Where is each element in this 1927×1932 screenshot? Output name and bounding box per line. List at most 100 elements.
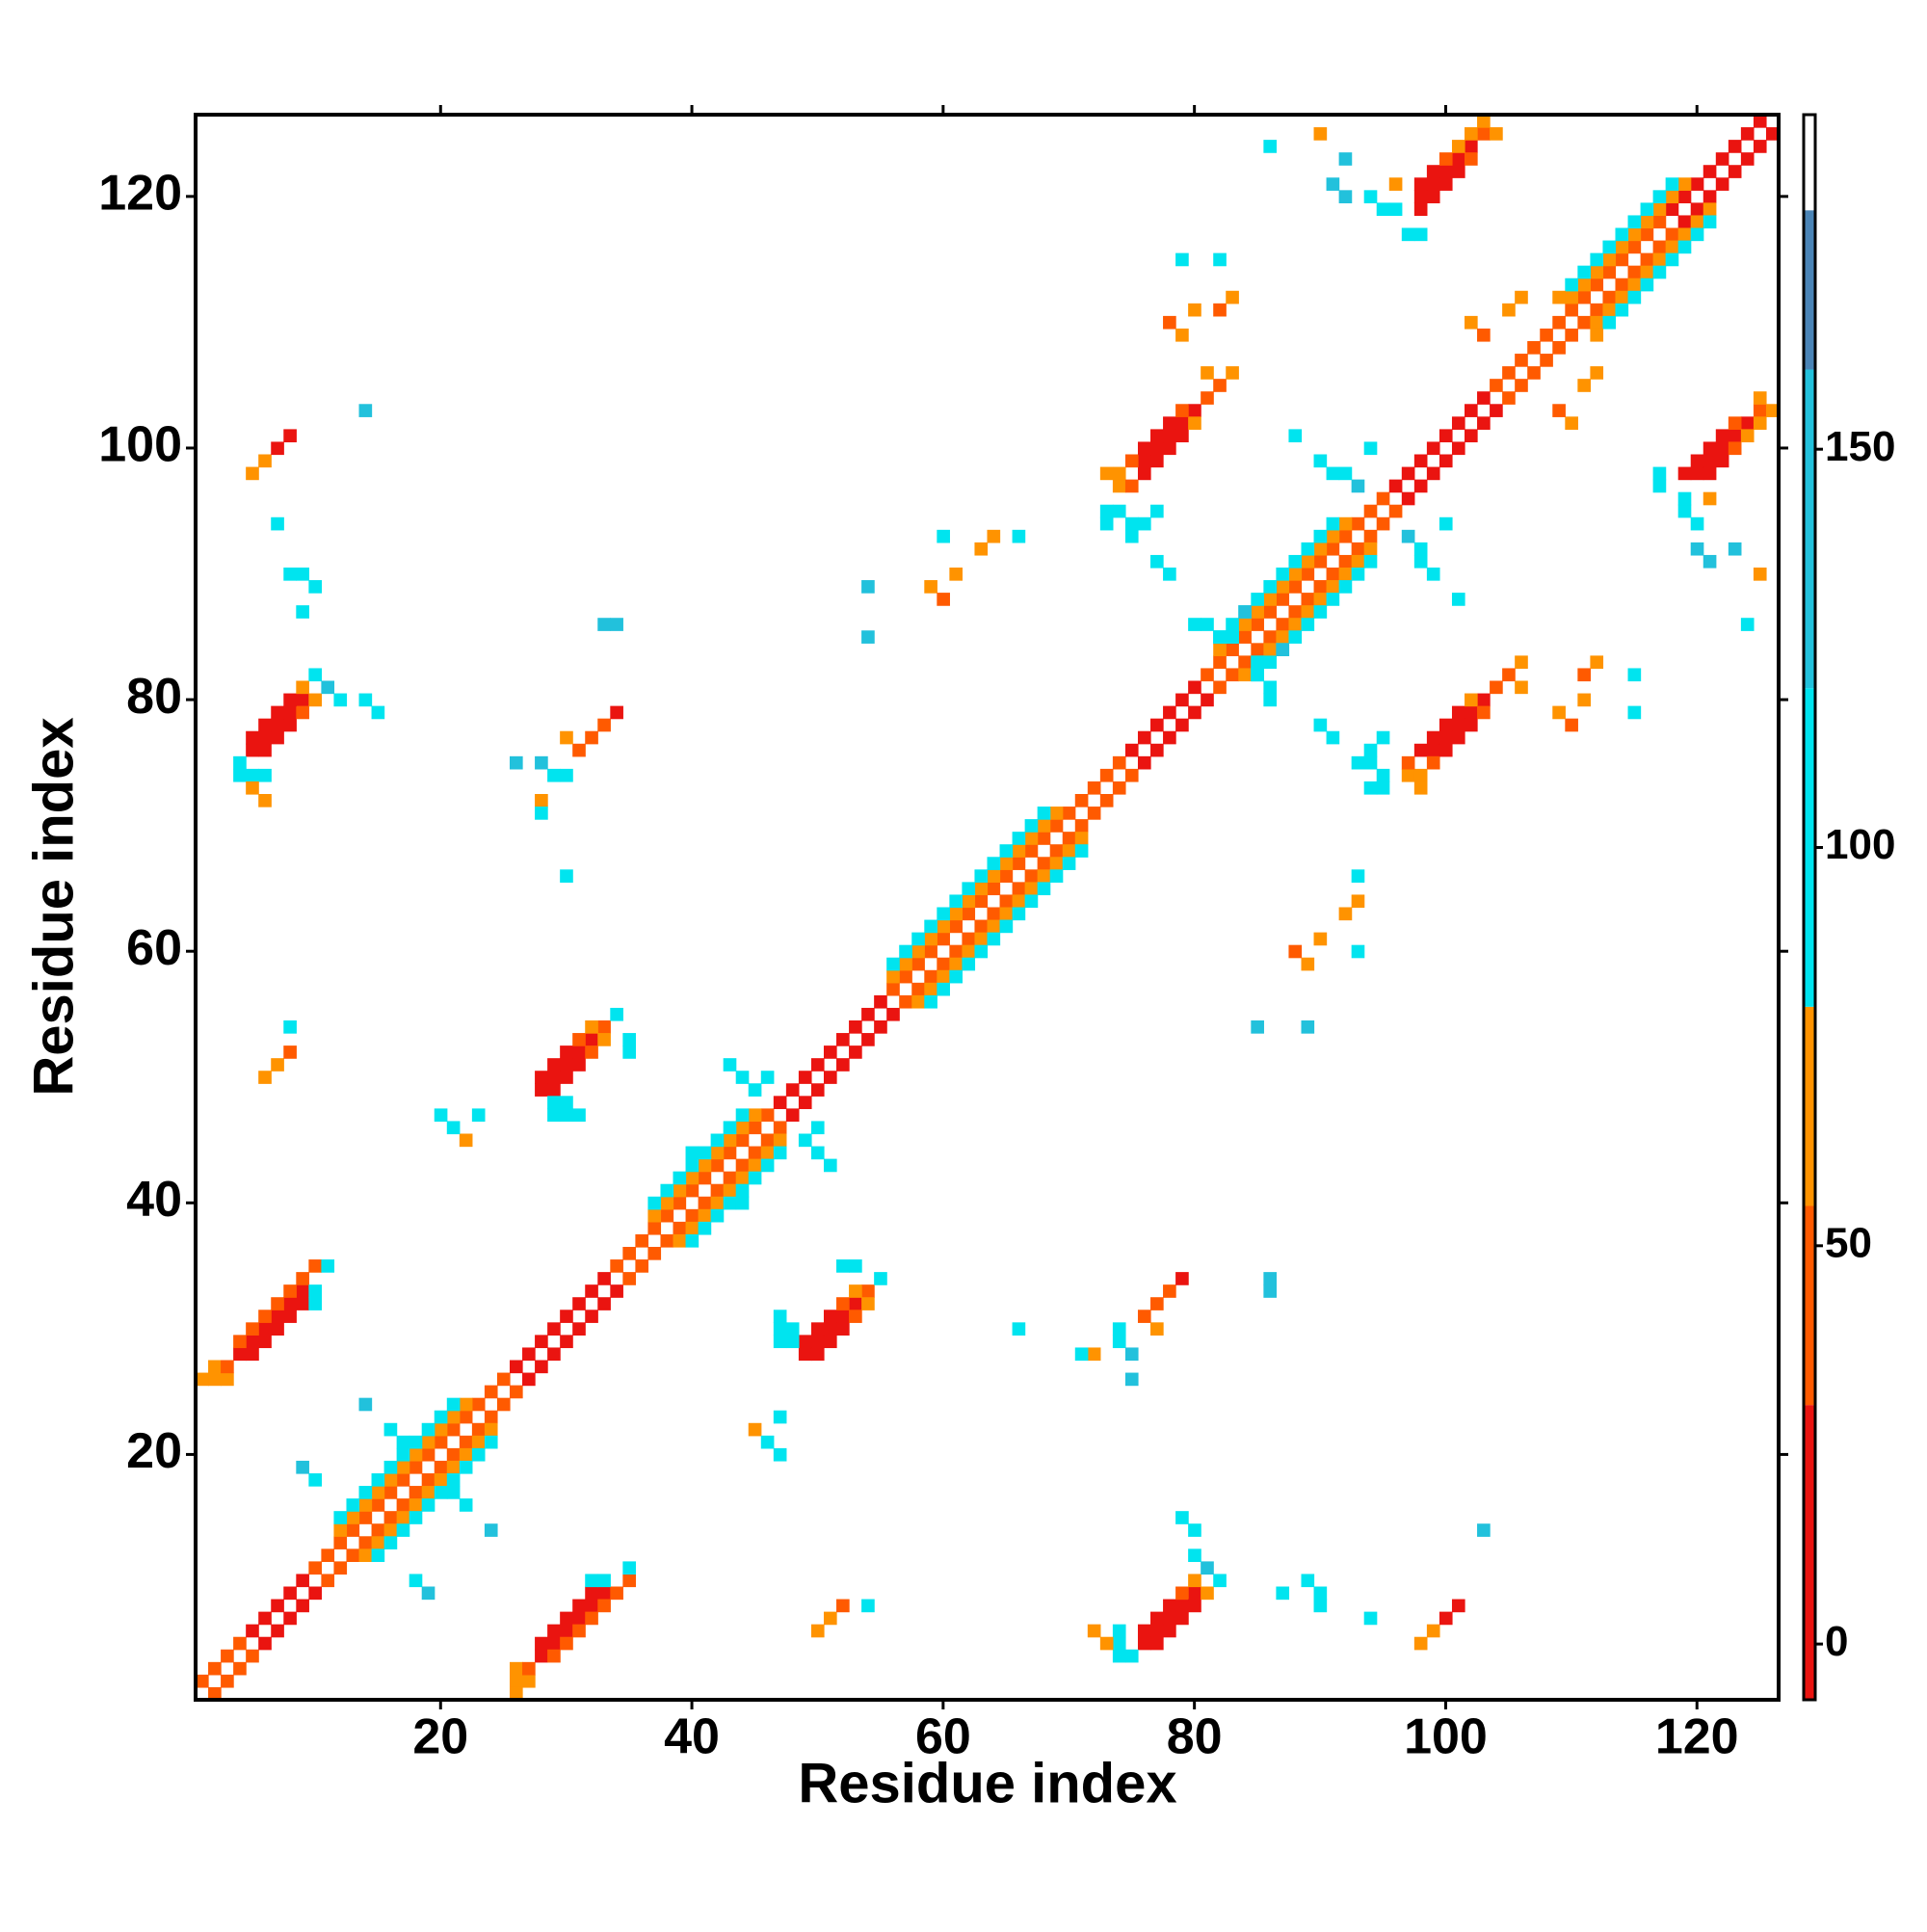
heatmap-cell [509, 1385, 523, 1399]
plot-frame [194, 113, 1781, 1702]
heatmap-cell [434, 1486, 448, 1499]
heatmap-cell [1313, 932, 1328, 946]
heatmap-cell [283, 568, 297, 581]
heatmap-cell [1338, 466, 1353, 481]
heatmap-cell [1740, 152, 1755, 166]
heatmap-cell [1401, 491, 1415, 506]
heatmap-cell [1137, 1624, 1151, 1638]
heatmap-cell [1565, 290, 1578, 304]
heatmap-cell [283, 1611, 297, 1626]
heatmap-cell [1677, 215, 1692, 229]
heatmap-cell [233, 755, 247, 770]
heatmap-cell [1313, 580, 1328, 594]
heatmap-cell [1163, 730, 1176, 745]
heatmap-cell [1577, 315, 1592, 330]
heatmap-cell [1615, 227, 1629, 242]
heatmap-cell [1465, 705, 1478, 720]
heatmap-cell [861, 1284, 875, 1298]
colorbar-segment [1804, 688, 1815, 1007]
heatmap-cell [748, 1083, 762, 1097]
heatmap-cell [861, 1297, 875, 1310]
x-tick-label: 120 [1655, 1709, 1739, 1765]
heatmap-cell [1238, 668, 1252, 682]
heatmap-cell [1363, 504, 1378, 518]
heatmap-cell [735, 1171, 750, 1185]
heatmap-cell [1338, 152, 1353, 166]
heatmap-cell [509, 1686, 523, 1701]
heatmap-cell [535, 794, 548, 807]
heatmap-cell [484, 1523, 498, 1537]
heatmap-cell [1740, 618, 1755, 631]
heatmap-cell [572, 1045, 586, 1059]
heatmap-cell [1465, 152, 1478, 166]
heatmap-cell [1251, 668, 1264, 682]
heatmap-cell [1137, 1310, 1151, 1323]
heatmap-cell [1703, 454, 1717, 468]
heatmap-cell [421, 1498, 436, 1512]
heatmap-cell [1477, 693, 1491, 707]
heatmap-cell [547, 1649, 561, 1663]
heatmap-cell [823, 1158, 837, 1173]
heatmap-cell [1188, 1523, 1201, 1537]
heatmap-cell [597, 1033, 611, 1046]
heatmap-cell [547, 1058, 561, 1072]
heatmap-cell [1665, 202, 1679, 217]
heatmap-cell [1515, 655, 1528, 670]
heatmap-cell [1602, 290, 1617, 304]
heatmap-cell [849, 1310, 862, 1323]
heatmap-cell [886, 957, 900, 971]
heatmap-cell [296, 1574, 309, 1588]
heatmap-cell [987, 932, 1001, 946]
heatmap-cell [810, 1083, 825, 1097]
heatmap-cell [1251, 643, 1264, 656]
heatmap-cell [1565, 328, 1578, 342]
heatmap-cell [1439, 165, 1453, 178]
heatmap-cell [1188, 680, 1201, 695]
heatmap-cell [358, 1397, 373, 1412]
heatmap-cell [1137, 755, 1151, 770]
heatmap-cell [509, 755, 523, 770]
heatmap-cell [585, 730, 598, 745]
heatmap-cell [647, 1247, 662, 1260]
heatmap-cell [522, 1661, 536, 1676]
heatmap-cell [1251, 1020, 1264, 1034]
heatmap-cell [1715, 177, 1729, 191]
heatmap-cell [937, 957, 950, 971]
heatmap-cell [1112, 781, 1126, 795]
heatmap-cell [1150, 1322, 1164, 1336]
heatmap-cell [836, 1033, 850, 1046]
heatmap-cell [597, 1272, 611, 1285]
heatmap-cell [610, 1259, 623, 1273]
heatmap-cell [1439, 730, 1453, 745]
heatmap-cell [333, 1536, 348, 1549]
heatmap-cell [836, 1599, 850, 1613]
heatmap-cell [1703, 554, 1717, 569]
heatmap-cell [1590, 315, 1604, 330]
heatmap-cell [1565, 416, 1578, 430]
heatmap-cell [1012, 894, 1026, 909]
heatmap-cell [1338, 580, 1353, 594]
heatmap-cell [698, 1158, 712, 1173]
heatmap-cell [1439, 454, 1453, 468]
heatmap-cell [308, 580, 322, 594]
heatmap-cell [1451, 152, 1465, 166]
heatmap-cell [685, 1221, 700, 1235]
heatmap-cell [283, 693, 297, 707]
heatmap-cell [798, 1335, 812, 1349]
heatmap-cell [937, 907, 950, 921]
heatmap-cell [1338, 554, 1353, 569]
heatmap-cell [1313, 593, 1328, 606]
heatmap-cell [987, 857, 1001, 870]
heatmap-cell [962, 944, 976, 959]
heatmap-cell [1540, 328, 1553, 342]
heatmap-cell [333, 1561, 348, 1575]
heatmap-cell [962, 894, 976, 909]
heatmap-cell [1087, 1624, 1101, 1638]
heatmap-cell [1477, 1523, 1491, 1537]
heatmap-cell [710, 1133, 725, 1148]
heatmap-cell [773, 1096, 787, 1109]
heatmap-cell [773, 1121, 787, 1135]
heatmap-cell [1590, 265, 1604, 279]
heatmap-cell [1388, 177, 1403, 191]
heatmap-cell [949, 907, 964, 921]
